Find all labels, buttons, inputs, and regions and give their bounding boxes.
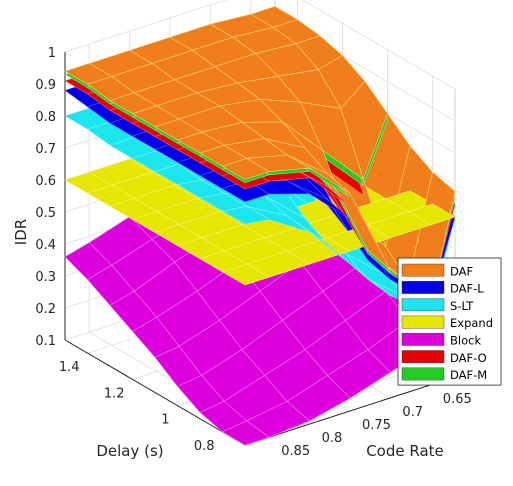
z-gridline-back [301,0,456,90]
legend-swatch-daf-o [401,350,445,364]
z-tick-label: 0.8 [35,110,56,125]
z-tick-label: 0.2 [35,302,56,317]
tick-labels: 0.1 0.2 0.3 0.4 0.5 0.6 0.7 0.8 0.9 1 0.8 1 1.2 1.4 0.… [35,46,471,459]
z-tick-label: 0.7 [35,142,56,157]
z-tick-label: 0.1 [35,334,56,349]
legend-label-daf-o: DAF-O [450,351,487,365]
legend-swatch-s-lt [401,298,445,312]
z-tick-label: 1 [48,46,56,61]
delay-tick-label: 0.8 [194,439,215,454]
delay-tick-label: 1.2 [104,386,125,401]
legend-label-s-lt: S-LT [450,299,474,313]
legend-swatch-expand [401,315,445,329]
rate-tick-label: 0.8 [322,431,343,446]
rate-tick-label: 0.85 [281,444,310,459]
surface-patch-daf-l [222,180,270,203]
legend-label-daf: DAF [450,264,473,278]
z-tick-label: 0.9 [35,78,56,93]
z-axis-label: IDR [12,219,30,245]
legend-label-daf-m: DAF-M [450,368,487,382]
legend: DAF DAF-L S-LT Expand Block DAF-O DAF-M [397,257,502,386]
z-tick-label: 0.5 [35,206,56,221]
delay-tick-label: 1.4 [59,360,80,375]
legend-label-expand: Expand [450,316,493,330]
legend-swatch-daf-m [401,367,445,381]
rate-tick-label: 0.7 [402,405,423,420]
y-axis-label: Code Rate [366,442,444,460]
rate-tick-label: 0.75 [362,418,391,433]
surface-layers [64,6,456,446]
rate-tick-label: 0.65 [443,392,472,407]
surface-patch-expand [222,263,270,286]
z-tick-label: 0.6 [35,174,56,189]
surface-patch-daf [222,158,270,180]
legend-label-block: Block [450,334,481,348]
x-axis-label: Delay (s) [96,442,163,460]
rate-axis-line [244,376,456,446]
delay-axis-line [64,339,246,446]
z-tick-label: 0.3 [35,270,56,285]
legend-label-daf-l: DAF-L [450,282,484,296]
surface-patch-block [222,420,270,446]
z-tick-label: 0.4 [35,238,56,253]
legend-swatch-daf-l [401,281,445,294]
legend-swatch-daf [401,263,445,277]
delay-tick-label: 1 [161,413,169,428]
legend-swatch-block [401,333,445,346]
surface-patch-s-lt [222,206,270,225]
